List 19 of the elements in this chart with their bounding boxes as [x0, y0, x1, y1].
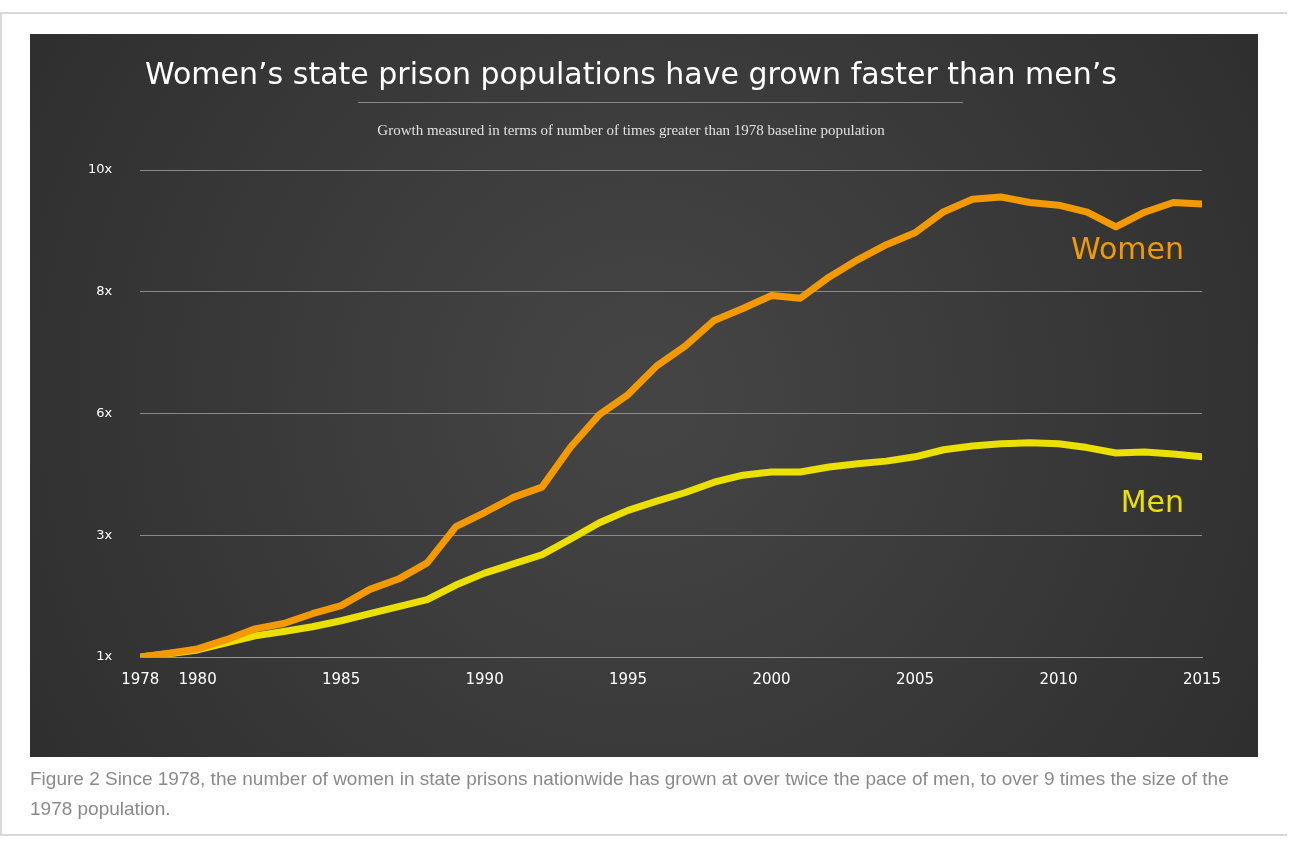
x-tick-label: 1980	[178, 669, 217, 688]
chart-subtitle: Growth measured in terms of number of times greater than 1978 baseline population	[377, 121, 886, 138]
caption: Figure 2 Since 1978, the number of women in state prisons nationwide has grown at over twice the pace of men, to over 9 times the size of the 1978 population.	[30, 767, 1230, 821]
x-tick-label: 2000	[752, 669, 791, 688]
x-tick-label: 2015	[1182, 669, 1222, 688]
y-tick-label: 6x	[96, 404, 113, 420]
x-tick-label: 1985	[322, 669, 361, 688]
y-tick-label: 1x	[96, 648, 113, 664]
x-tick-label: 1995	[608, 669, 648, 688]
y-tick-label: 8x	[96, 283, 113, 299]
x-tick-label: 2005	[895, 669, 935, 688]
chart-title: Women’s state prison populations have grown faster than men’s	[145, 55, 1117, 91]
series-label: Women	[1071, 230, 1184, 266]
x-tick-label: 1990	[465, 669, 504, 688]
y-tick-label: 10x	[87, 161, 113, 177]
x-tick-label: 1978	[121, 669, 160, 688]
series-label: Men	[1120, 483, 1184, 519]
y-tick-label: 3x	[96, 526, 113, 542]
x-tick-label: 2010	[1039, 669, 1078, 688]
